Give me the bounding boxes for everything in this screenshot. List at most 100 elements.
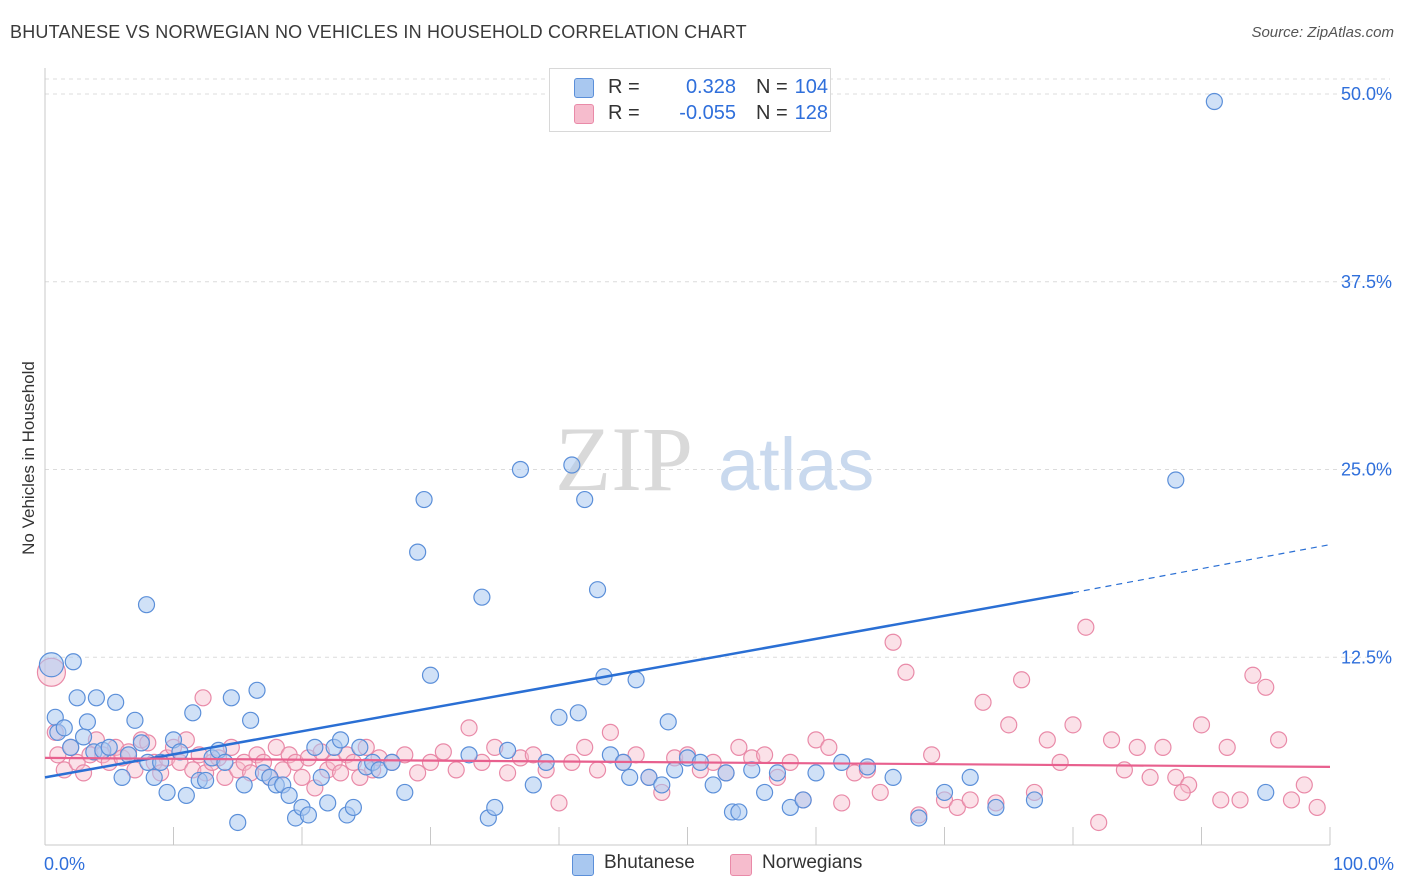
- norwegians-point: [961, 791, 979, 809]
- bhutanese-point: [576, 490, 594, 509]
- bhutanese-point: [704, 776, 722, 794]
- bhutanese-point: [64, 653, 82, 671]
- norwegians-point: [1167, 768, 1185, 787]
- bhutanese-point: [137, 596, 156, 614]
- norwegians-point: [1257, 678, 1275, 696]
- norwegians-point: [1077, 618, 1095, 636]
- norwegians-point: [1051, 753, 1069, 771]
- norwegians-point: [1231, 791, 1249, 809]
- bhutanese-trend-extension: [1072, 544, 1331, 594]
- norwegians-point: [1192, 716, 1211, 734]
- bhutanese-point: [74, 728, 93, 746]
- norwegians-swatch: [730, 854, 752, 876]
- bhutanese-point: [319, 794, 337, 812]
- norwegians-point: [1154, 738, 1172, 756]
- norwegians-point: [601, 723, 620, 741]
- bhutanese-swatch: [574, 78, 594, 98]
- bhutanese-point: [563, 456, 581, 474]
- bhutanese-point: [280, 786, 298, 805]
- bhutanese-point: [229, 813, 247, 832]
- norwegians-point: [286, 753, 305, 771]
- bhutanese-point: [299, 806, 318, 824]
- norwegians-point: [1102, 731, 1121, 749]
- y-tick-label: 37.5%: [1341, 272, 1392, 292]
- r-value: -0.055: [679, 102, 736, 124]
- bhutanese-point: [145, 768, 163, 787]
- bhutanese-point: [242, 711, 260, 729]
- norwegians-point: [820, 738, 838, 756]
- bhutanese-point: [235, 776, 253, 794]
- bhutanese-point: [100, 738, 118, 756]
- norwegians-point: [755, 746, 774, 764]
- bhutanese-point: [1205, 92, 1223, 111]
- correlation-legend: R = 0.328 N = 104 R = -0.055 N = 128: [549, 68, 831, 132]
- bhutanese-point: [569, 704, 587, 722]
- bhutanese-point: [884, 768, 902, 787]
- norwegians-point: [473, 753, 491, 771]
- legend-label: Norwegians: [762, 852, 863, 873]
- axes: [44, 68, 1331, 846]
- bhutanese-point: [158, 783, 176, 802]
- bhutanese-point: [627, 671, 645, 689]
- norwegians-point: [1115, 761, 1134, 779]
- bhutanese-point: [216, 753, 234, 771]
- bhutanese-point: [550, 708, 568, 726]
- bhutanese-point: [306, 738, 324, 756]
- bhutanese-point: [87, 689, 106, 707]
- bhutanese-point: [62, 738, 80, 756]
- norwegians-point: [74, 764, 93, 782]
- r-value: 0.328: [685, 76, 736, 98]
- bhutanese-point: [511, 460, 530, 479]
- bhutanese-point: [248, 681, 266, 699]
- bhutanese-point: [621, 768, 639, 787]
- norwegians-point: [974, 693, 992, 711]
- bhutanese-point: [659, 713, 677, 731]
- norwegians-point: [923, 746, 941, 764]
- norwegians-point: [1295, 776, 1313, 794]
- norwegians-point: [948, 798, 966, 817]
- bhutanese-point: [794, 791, 812, 809]
- bhutanese-trend-line: [44, 591, 1074, 779]
- norwegians-point: [293, 768, 311, 787]
- bhutanese-point: [222, 689, 240, 707]
- norwegians-point: [576, 738, 594, 756]
- bhutanese-point: [78, 713, 97, 731]
- bhutanese-point: [383, 753, 401, 771]
- source-label: Source: ZipAtlas.com: [1251, 24, 1394, 41]
- bhutanese-point: [55, 719, 73, 737]
- bhutanese-point: [781, 798, 799, 817]
- bhutanese-point: [987, 798, 1005, 817]
- norwegians-point: [194, 689, 212, 707]
- axis-labels: 12.5% 25.0% 37.5% 50.0% 0.0% 100.0% No Vehicle…: [19, 84, 1394, 874]
- bhutanese-point: [126, 711, 144, 729]
- norwegians-point: [1212, 791, 1230, 809]
- norwegians-swatch: [574, 104, 594, 124]
- bhutanese-point: [396, 783, 414, 802]
- norwegians-point: [1173, 783, 1191, 802]
- norwegians-point: [1064, 716, 1082, 734]
- bhutanese-point: [666, 761, 684, 779]
- bhutanese-point: [351, 738, 369, 756]
- norwegians-point: [331, 764, 350, 782]
- norwegians-point: [1000, 716, 1018, 734]
- bhutanese-point: [68, 689, 86, 707]
- norwegians-point: [499, 764, 517, 782]
- bhutanese-point: [961, 768, 979, 787]
- y-tick-label: 25.0%: [1341, 460, 1392, 480]
- norwegians-point: [884, 633, 902, 651]
- bhutanese-point: [409, 543, 427, 561]
- norwegians-point: [1038, 731, 1056, 749]
- norwegians-points: [36, 618, 1326, 832]
- bhutanese-point: [730, 803, 748, 821]
- bhutanese-point: [588, 581, 607, 599]
- chart-title: BHUTANESE VS NORWEGIAN NO VEHICLES IN HO…: [10, 22, 747, 42]
- bhutanese-point: [640, 768, 658, 787]
- bhutanese-point: [858, 758, 877, 776]
- bhutanese-point: [197, 771, 215, 790]
- bhutanese-point: [1025, 791, 1044, 809]
- bhutanese-point: [177, 786, 195, 805]
- bhutanese-swatch: [572, 854, 594, 876]
- bhutanese-point: [524, 776, 542, 794]
- bhutanese-point: [755, 783, 774, 802]
- bhutanese-point: [499, 741, 517, 759]
